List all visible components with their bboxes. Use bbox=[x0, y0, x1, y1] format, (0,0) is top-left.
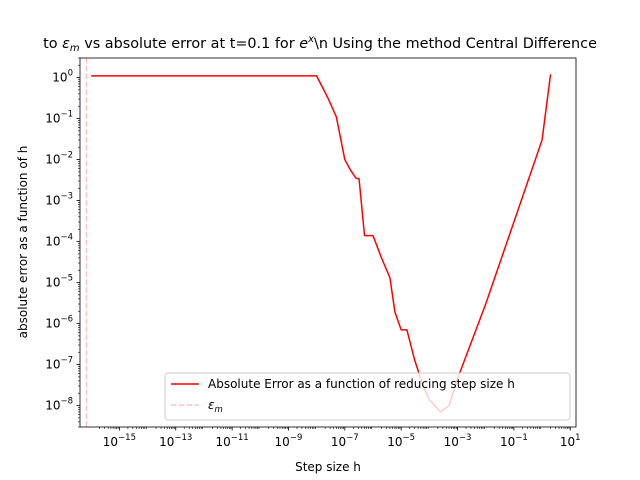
y-tick-label: 10−6 bbox=[45, 315, 73, 331]
plot-area: 10−15 10−13 10−11 10−9 10−7 10−5 10−3 10−1 101 1… bbox=[45, 57, 581, 449]
x-tick-label: 10−9 bbox=[275, 433, 303, 449]
x-tick-label: 10−5 bbox=[387, 433, 415, 449]
y-tick-label: 100 bbox=[52, 69, 73, 85]
legend-label-epsilon: εm bbox=[208, 398, 223, 415]
legend: Absolute Error as a function of reducing… bbox=[164, 372, 571, 421]
plot-frame bbox=[79, 57, 577, 428]
x-tick-label: 10−1 bbox=[500, 433, 528, 449]
y-tick-label: 10−5 bbox=[45, 274, 73, 290]
legend-label-error: Absolute Error as a function of reducing… bbox=[208, 377, 515, 391]
x-axis-ticks: 10−15 10−13 10−11 10−9 10−7 10−5 10−3 10−1 101 bbox=[99, 427, 581, 449]
y-tick-label: 10−4 bbox=[45, 233, 73, 249]
x-tick-label: 10−13 bbox=[159, 433, 192, 449]
y-tick-label: 10−3 bbox=[45, 192, 73, 208]
y-axis-label: absolute error as a function of h bbox=[16, 146, 30, 339]
x-tick-label: 10−7 bbox=[331, 433, 359, 449]
y-tick-label: 10−2 bbox=[45, 151, 73, 167]
legend-box bbox=[164, 372, 571, 421]
y-tick-label: 10−8 bbox=[45, 397, 73, 413]
x-tick-label: 10−11 bbox=[215, 433, 248, 449]
x-tick-label: 10−15 bbox=[103, 433, 136, 449]
x-axis-label: Step size h bbox=[295, 460, 361, 474]
y-tick-label: 10−1 bbox=[45, 110, 73, 126]
x-tick-label: 10−3 bbox=[444, 433, 472, 449]
chart-title: to εm vs absolute error at t=0.1 for ex\… bbox=[43, 34, 597, 54]
x-tick-label: 101 bbox=[560, 433, 581, 449]
y-tick-label: 10−7 bbox=[45, 356, 73, 372]
